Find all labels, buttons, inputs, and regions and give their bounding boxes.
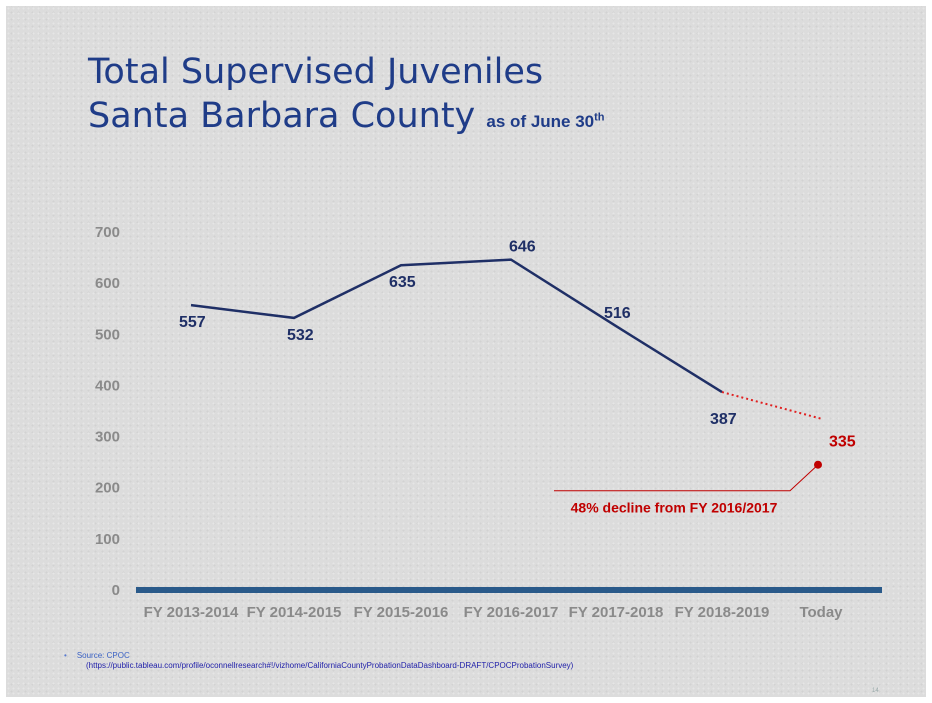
x-axis-categories: FY 2013-2014 FY 2014-2015 FY 2015-2016 FY 2…: [144, 604, 844, 621]
y-tick-label: 500: [95, 326, 120, 343]
chart-title: Total Supervised Juveniles Santa Barbara…: [88, 50, 605, 144]
annotation-layer: 48% decline from FY 2016/2017: [554, 460, 822, 516]
data-labels-layer: 557 532 635 646 516 387 335: [179, 239, 856, 451]
projection-line: [721, 391, 822, 420]
data-label: 516: [604, 305, 631, 322]
series-layer: [190, 258, 822, 420]
slide: Total Supervised Juveniles Santa Barbara…: [6, 6, 926, 697]
title-county: Santa Barbara County: [88, 96, 476, 136]
x-tick-label: FY 2018-2019: [675, 604, 770, 621]
series-line: [190, 258, 723, 394]
annotation-leader-line: [554, 464, 819, 492]
data-label: 557: [179, 314, 206, 331]
x-tick-label: FY 2016-2017: [464, 604, 559, 621]
x-tick-label: FY 2015-2016: [354, 604, 449, 621]
source-label: Source: CPOC: [76, 651, 130, 660]
title-line-2: Santa Barbara County as of June 30th: [88, 94, 605, 144]
y-tick-label: 600: [95, 275, 120, 292]
subtitle-text: as of June 30: [486, 112, 595, 131]
bullet-icon: •: [64, 651, 67, 660]
title-line-1: Total Supervised Juveniles: [88, 52, 544, 92]
source-note: • Source: CPOC (https://public.tableau.co…: [64, 651, 624, 671]
y-axis-ticks: 0 100 200 300 400 500 600 700: [95, 224, 120, 599]
y-tick-label: 100: [95, 531, 120, 548]
data-label: 335: [829, 434, 856, 451]
y-tick-label: 200: [95, 480, 120, 497]
y-tick-label: 0: [112, 582, 120, 599]
annotation-text: 48% decline from FY 2016/2017: [571, 500, 778, 516]
x-tick-label: FY 2014-2015: [247, 604, 342, 621]
data-label: 387: [710, 411, 737, 428]
slide-number: 14: [872, 688, 879, 694]
y-tick-label: 300: [95, 429, 120, 446]
source-url[interactable]: (https://public.tableau.com/profile/ocon…: [86, 661, 574, 670]
baseline-bar: [136, 587, 882, 593]
data-label: 532: [287, 327, 314, 344]
data-label: 646: [509, 239, 536, 256]
x-tick-label: FY 2013-2014: [144, 604, 239, 621]
subtitle-sup: th: [594, 111, 605, 124]
x-tick-label: FY 2017-2018: [569, 604, 664, 621]
data-label: 635: [389, 274, 416, 291]
x-tick-label: Today: [799, 604, 843, 621]
y-tick-label: 400: [95, 377, 120, 394]
title-subtitle: as of June 30th: [486, 111, 605, 131]
y-tick-label: 700: [95, 224, 120, 241]
